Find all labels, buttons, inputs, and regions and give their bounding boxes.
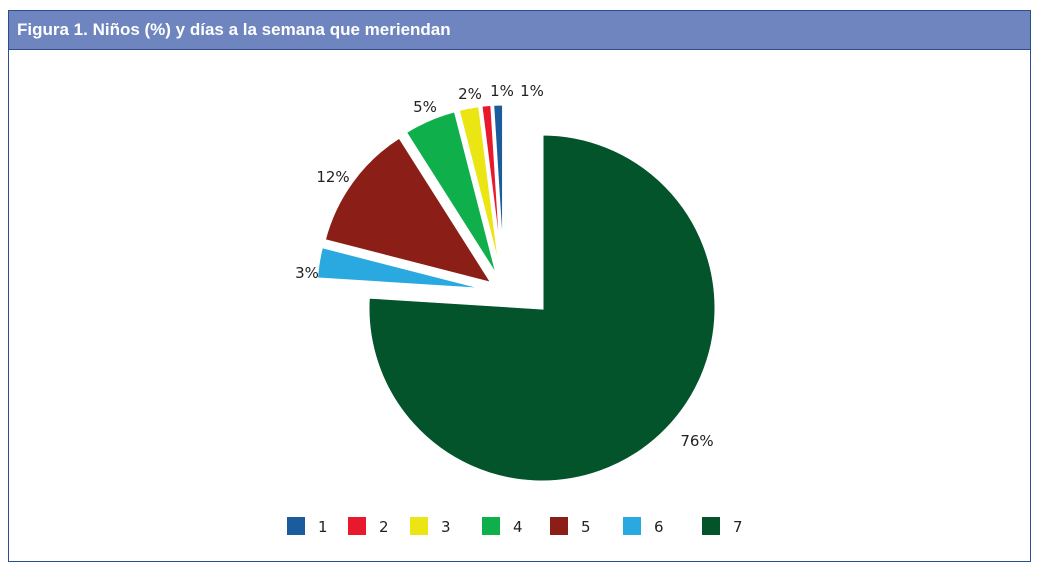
pie-slice-4 [403, 108, 500, 280]
pie-slice-7 [366, 132, 718, 484]
data-label-7: 76% [680, 432, 713, 450]
data-label-5: 12% [316, 168, 349, 186]
legend-swatch-6 [623, 517, 641, 535]
legend-swatch-5 [550, 517, 568, 535]
data-label-6: 3% [295, 264, 319, 282]
data-label-4: 5% [413, 98, 437, 116]
legend-label-7: 7 [733, 518, 743, 536]
legend-swatch-7 [702, 517, 720, 535]
pie-slice-5 [322, 134, 496, 287]
legend-label-6: 6 [654, 518, 664, 536]
data-label-2: 1% [490, 82, 514, 100]
legend-label-1: 1 [318, 518, 328, 536]
legend-swatch-2 [348, 517, 366, 535]
legend-swatch-4 [482, 517, 500, 535]
legend-label-4: 4 [513, 518, 523, 536]
data-label-3: 2% [458, 85, 482, 103]
pie-slice-6 [314, 244, 491, 292]
legend-label-2: 2 [379, 518, 389, 536]
legend-swatch-3 [410, 517, 428, 535]
data-label-1: 1% [520, 82, 544, 100]
legend-swatch-1 [287, 517, 305, 535]
figure-title: Figura 1. Niños (%) y días a la semana q… [9, 11, 1030, 50]
legend-label-3: 3 [441, 518, 451, 536]
figure-frame: Figura 1. Niños (%) y días a la semana q… [8, 10, 1031, 562]
legend-label-5: 5 [581, 518, 591, 536]
pie-slice-1 [491, 102, 506, 279]
